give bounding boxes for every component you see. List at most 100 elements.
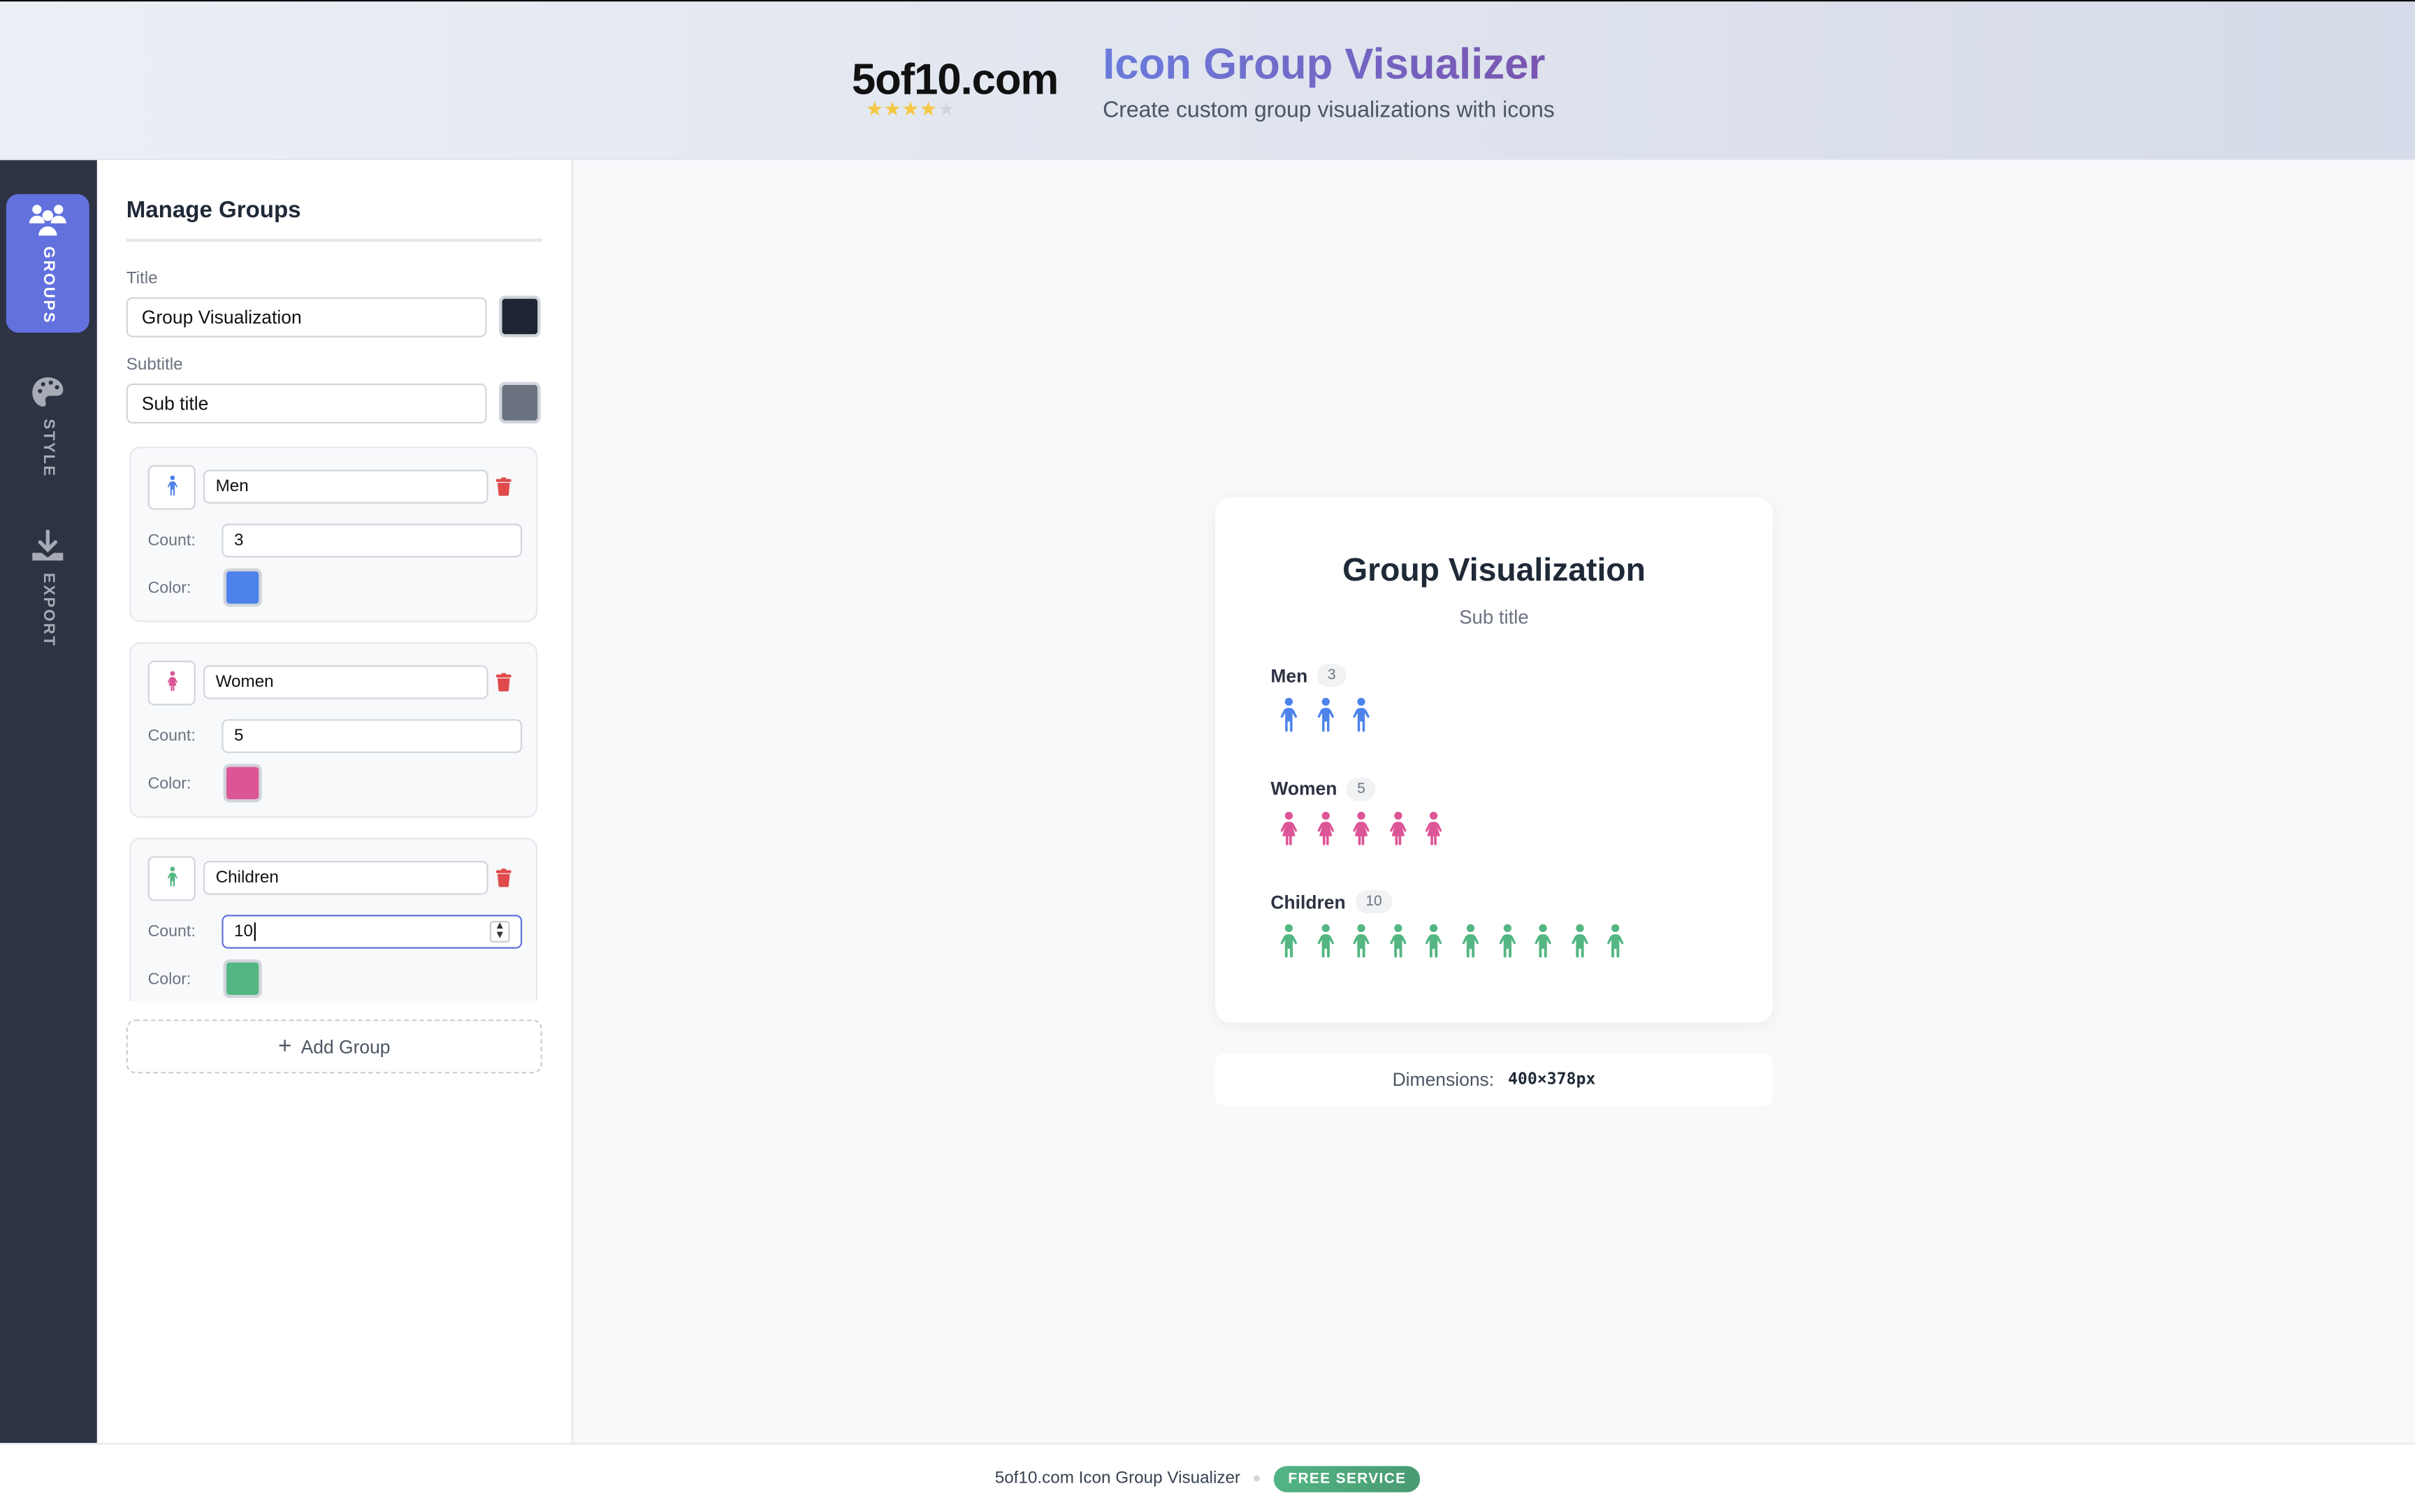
sidebar-item-style[interactable]: STYLE bbox=[6, 376, 89, 499]
female-icon bbox=[166, 670, 177, 690]
male-icon bbox=[1317, 697, 1334, 732]
add-group-button[interactable]: + Add Group bbox=[126, 1019, 542, 1074]
trash-icon[interactable] bbox=[495, 477, 512, 496]
child-icon bbox=[1389, 924, 1407, 958]
visualization-group: Children 10 bbox=[1270, 889, 1634, 968]
child-icon bbox=[1607, 924, 1625, 958]
rating-stars: ★★★★★ bbox=[866, 97, 955, 122]
title-input[interactable]: Group Visualization bbox=[126, 297, 487, 337]
count-badge: 10 bbox=[1354, 889, 1393, 914]
visualization-card: Group Visualization Sub title Men 3 Women 5… bbox=[1215, 497, 1773, 1023]
footer-text: 5of10.com Icon Group Visualizer bbox=[994, 1469, 1241, 1488]
color-label: Color: bbox=[147, 579, 191, 598]
group-name: Children bbox=[1270, 891, 1346, 913]
group-name-input[interactable]: Women bbox=[203, 665, 488, 699]
dimensions-label: Dimensions: bbox=[1392, 1068, 1495, 1091]
child-icon bbox=[166, 866, 177, 886]
group-card: Women Count: 5 Color: bbox=[129, 642, 538, 818]
icon-picker-button[interactable] bbox=[147, 660, 196, 706]
spinner-icon[interactable]: ▲ ▼ bbox=[490, 921, 510, 943]
group-name-input[interactable]: Children bbox=[203, 861, 488, 895]
female-icon bbox=[1389, 810, 1407, 845]
dimensions-value: 400×378px bbox=[1507, 1070, 1596, 1089]
child-icon bbox=[1462, 924, 1479, 958]
manage-groups-panel: Manage Groups Title Group Visualization … bbox=[96, 160, 575, 1444]
child-icon bbox=[1353, 924, 1370, 958]
group-color-picker[interactable] bbox=[223, 568, 262, 607]
icon-row bbox=[1270, 696, 1379, 742]
subtitle-color-picker[interactable] bbox=[499, 381, 541, 424]
icon-row bbox=[1270, 922, 1634, 968]
male-icon bbox=[1280, 697, 1298, 732]
child-icon bbox=[1426, 924, 1443, 958]
dimensions-bar: Dimensions: 400×378px bbox=[1215, 1053, 1773, 1106]
count-value: 10 bbox=[234, 922, 254, 941]
subtitle-input[interactable]: Sub title bbox=[126, 383, 487, 424]
trash-icon[interactable] bbox=[495, 868, 512, 887]
star-icon: ★★★★ bbox=[865, 96, 938, 120]
sidebar: GROUPS STYLE EXPORT bbox=[0, 160, 97, 1444]
users-icon bbox=[29, 205, 66, 236]
site-logo[interactable]: 5of10.com bbox=[851, 55, 1059, 103]
count-label: Count: bbox=[147, 727, 196, 746]
subtitle-label: Subtitle bbox=[126, 356, 183, 375]
divider bbox=[126, 238, 542, 242]
count-label: Count: bbox=[147, 531, 196, 550]
icon-picker-button[interactable] bbox=[147, 856, 196, 901]
female-icon bbox=[1317, 810, 1334, 845]
count-value: 3 bbox=[234, 531, 244, 550]
female-icon bbox=[1280, 810, 1298, 845]
male-icon bbox=[1353, 697, 1370, 732]
group-color-picker[interactable] bbox=[223, 764, 262, 803]
child-icon bbox=[1535, 924, 1552, 958]
female-icon bbox=[1353, 810, 1370, 845]
icon-row bbox=[1270, 809, 1452, 855]
app-title: Icon Group Visualizer bbox=[1103, 40, 1545, 89]
count-badge: 3 bbox=[1317, 663, 1347, 688]
count-input[interactable]: 5 bbox=[222, 719, 523, 753]
group-card: Children Count: 10 ▲ ▼ Color: bbox=[129, 838, 538, 1001]
visualization-subtitle: Sub title bbox=[1459, 606, 1529, 629]
sidebar-item-label: GROUPS bbox=[39, 246, 57, 325]
sidebar-item-label: STYLE bbox=[39, 419, 57, 478]
panel-heading: Manage Groups bbox=[126, 197, 301, 224]
child-icon bbox=[1317, 924, 1334, 958]
sidebar-item-groups[interactable]: GROUPS bbox=[6, 194, 89, 333]
count-label: Count: bbox=[147, 922, 196, 941]
child-icon bbox=[1571, 924, 1588, 958]
title-color-picker[interactable] bbox=[499, 296, 541, 337]
plus-icon: + bbox=[278, 1033, 292, 1060]
child-icon bbox=[1498, 924, 1516, 958]
visualization-title: Group Visualization bbox=[1342, 553, 1646, 588]
sidebar-item-label: EXPORT bbox=[39, 572, 57, 648]
top-border bbox=[0, 0, 2415, 2]
free-service-badge: FREE SERVICE bbox=[1274, 1465, 1421, 1492]
count-badge: 5 bbox=[1346, 776, 1377, 801]
count-input[interactable]: 3 bbox=[222, 523, 523, 558]
group-name: Women bbox=[1270, 778, 1337, 799]
male-icon bbox=[166, 474, 177, 495]
download-icon bbox=[32, 530, 64, 561]
visualization-group: Men 3 bbox=[1270, 663, 1379, 742]
footer: 5of10.com Icon Group Visualizer FREE SER… bbox=[0, 1443, 2415, 1512]
icon-picker-button[interactable] bbox=[147, 465, 196, 510]
palette-icon bbox=[32, 377, 64, 407]
count-value: 5 bbox=[234, 727, 244, 746]
trash-icon[interactable] bbox=[495, 673, 512, 692]
add-group-label: Add Group bbox=[300, 1035, 391, 1058]
separator-dot bbox=[1254, 1475, 1261, 1482]
star-empty-icon: ★ bbox=[937, 96, 956, 120]
group-color-picker[interactable] bbox=[223, 959, 262, 998]
count-input[interactable]: 10 ▲ ▼ bbox=[222, 915, 523, 949]
color-label: Color: bbox=[147, 970, 191, 989]
visualization-group: Women 5 bbox=[1270, 776, 1452, 855]
header: 5of10.com ★★★★★ Icon Group Visualizer Cr… bbox=[0, 1, 2415, 161]
child-icon bbox=[1280, 924, 1298, 958]
color-label: Color: bbox=[147, 774, 191, 794]
group-name-input[interactable]: Men bbox=[203, 470, 488, 504]
title-label: Title bbox=[126, 269, 158, 289]
group-card: Men Count: 3 Color: bbox=[129, 446, 538, 623]
female-icon bbox=[1426, 810, 1443, 845]
sidebar-item-export[interactable]: EXPORT bbox=[6, 530, 89, 660]
group-name: Men bbox=[1270, 664, 1308, 686]
